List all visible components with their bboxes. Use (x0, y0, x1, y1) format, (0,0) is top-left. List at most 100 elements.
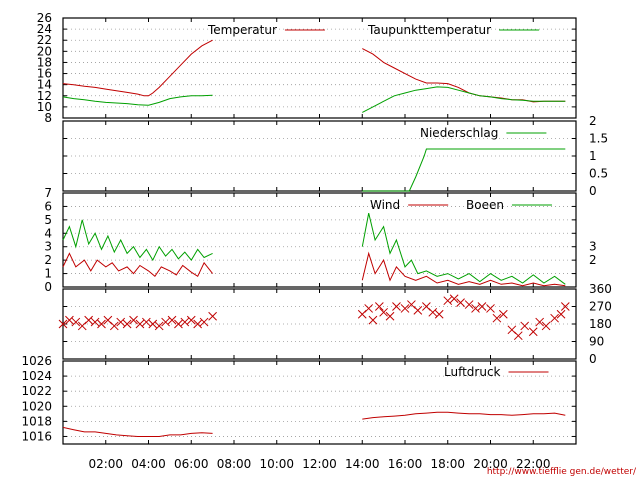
legend-label: Temperatur (207, 23, 277, 37)
scatter-point (180, 317, 190, 327)
x-tick-label: 20:00 (473, 457, 508, 471)
legend-label: Niederschlag (420, 126, 498, 140)
x-tick-label: 02:00 (88, 457, 123, 471)
y-tick-label: 1.5 (589, 132, 608, 146)
scatter-point (486, 304, 495, 313)
y-tick-label: 12 (37, 89, 52, 103)
scatter-point (428, 307, 438, 317)
y-tick-label: 1020 (21, 399, 52, 413)
y-tick-label: 360 (589, 282, 612, 296)
scatter-point (71, 317, 81, 327)
y-tick-label: 0 (589, 184, 597, 198)
scatter-point (154, 321, 164, 331)
x-tick-label: 08:00 (217, 457, 252, 471)
x-tick-label: 10:00 (259, 457, 294, 471)
y-tick-label: 1022 (21, 384, 52, 398)
x-tick-label: 06:00 (174, 457, 209, 471)
scatter-point (400, 304, 410, 313)
y-tick-label: 26 (37, 11, 52, 25)
y-tick-label: 14 (37, 78, 52, 92)
x-tick-label: 12:00 (302, 457, 337, 471)
y-tick-label: 18 (37, 55, 52, 69)
y-tick-label: 20 (37, 44, 52, 58)
scatter-point (392, 302, 401, 311)
series-line-luftdruck (62, 426, 213, 437)
legend-label: Luftdruck (444, 365, 501, 379)
scatter-point (129, 315, 138, 325)
scatter-point (535, 317, 545, 327)
scatter-point (413, 306, 423, 315)
scatter-point (84, 315, 94, 325)
y-tick-label: 2 (589, 253, 597, 267)
y-tick-label: 2 (44, 253, 52, 267)
x-tick-label: 14:00 (345, 457, 380, 471)
y-tick-label: 4 (44, 226, 52, 240)
scatter-point (443, 296, 453, 306)
scatter-point (90, 317, 100, 327)
scatter-point (161, 317, 170, 327)
scatter-point (385, 311, 395, 321)
scatter-point (58, 319, 68, 329)
series-line-luftdruck (362, 411, 566, 420)
series-line-wind (62, 252, 213, 278)
series-line-taupunkttemperatur (62, 94, 213, 106)
x-tick-label: 16:00 (388, 457, 423, 471)
scatter-point (97, 319, 106, 329)
scatter-point (560, 302, 570, 311)
y-tick-label: 3 (589, 240, 597, 254)
y-tick-label: 0 (44, 280, 52, 294)
y-tick-label: 180 (589, 317, 612, 331)
x-tick-label: 04:00 (131, 457, 166, 471)
scatter-point (464, 300, 474, 309)
scatter-point (556, 309, 566, 319)
y-tick-label: 22 (37, 33, 52, 47)
y-tick-label: 0 (589, 352, 597, 366)
y-tick-label: 1016 (21, 429, 52, 443)
scatter-point (208, 311, 217, 321)
scatter-point (477, 302, 487, 311)
scatter-point (513, 331, 523, 341)
y-tick-label: 1018 (21, 414, 52, 428)
scatter-point (492, 313, 502, 323)
credit-link[interactable]: http://www.tiefflie gen.de/wetter/ (487, 467, 637, 477)
y-tick-label: 1 (589, 149, 597, 163)
y-tick-label: 0.5 (589, 167, 608, 181)
scatter-point (65, 315, 74, 325)
legend-label: Wind (370, 198, 400, 212)
scatter-point (550, 313, 559, 323)
scatter-point (135, 319, 145, 329)
y-tick-label: 1 (44, 267, 52, 281)
series-line-temperatur (62, 39, 213, 97)
y-tick-label: 5 (44, 213, 52, 227)
scatter-point (379, 307, 388, 317)
scatter-point (193, 319, 203, 329)
series-line-boeen (62, 219, 213, 262)
y-tick-label: 90 (589, 335, 604, 349)
scatter-point (122, 319, 132, 329)
scatter-point (541, 321, 551, 331)
scatter-point (471, 304, 480, 313)
panel-frame (62, 360, 577, 445)
scatter-point (520, 321, 530, 331)
y-tick-label: 10 (37, 100, 52, 114)
scatter-point (148, 319, 158, 329)
y-tick-label: 7 (44, 186, 52, 200)
series-line-niederschlag (362, 148, 566, 192)
y-tick-label: 16 (37, 67, 52, 81)
x-tick-label: 22:00 (516, 457, 551, 471)
panel-frame (62, 17, 577, 119)
scatter-point (456, 298, 465, 307)
scatter-point (199, 317, 209, 327)
scatter-point (109, 321, 119, 331)
y-tick-label: 24 (37, 22, 52, 36)
legend-label: Taupunkttemperatur (367, 23, 491, 37)
scatter-point (364, 304, 374, 313)
x-tick-label: 18:00 (430, 457, 465, 471)
series-line-wind (361, 251, 566, 287)
scatter-point (174, 319, 183, 329)
scatter-point (167, 315, 177, 325)
scatter-point (368, 315, 378, 325)
y-tick-label: 1024 (21, 369, 52, 383)
scatter-point (116, 317, 126, 327)
